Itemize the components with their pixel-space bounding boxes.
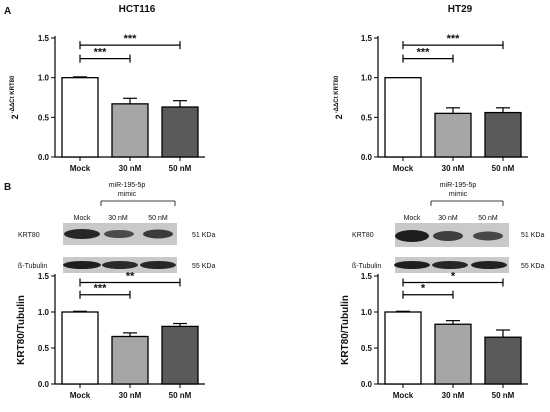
- x-tick-label: 30 nM: [119, 164, 142, 173]
- significance-label: ***: [94, 47, 108, 59]
- blot-size-51: 51 KDa: [521, 232, 544, 239]
- y-tick-label: 1.5: [361, 272, 373, 281]
- bar-chart-1: HCT116 2-ΔΔCt KRT80 0.0 0.5 1.0 1.5 Mock 30 nM 5…: [10, 4, 205, 173]
- bar-30nm: [111, 335, 149, 385]
- significance-label: ***: [94, 283, 108, 295]
- bar-30nm: [111, 103, 149, 158]
- x-tick-label: 50 nM: [492, 391, 515, 400]
- blot-band: [63, 261, 101, 269]
- blot-lane-mock: Mock: [74, 215, 91, 222]
- bar-30nm: [434, 112, 472, 158]
- blot-lane-30nm: 30 nM: [108, 215, 128, 222]
- x-tick-label: Mock: [393, 164, 414, 173]
- blot-band: [394, 261, 430, 269]
- bar-chart-4: KRT80/Tubulin 0.0 0.5 1.0 1.5 Mock 30 nM 50 nM *…: [340, 270, 528, 400]
- panel-label-b: B: [4, 182, 11, 193]
- y-axis-label-exponent: -ΔΔCt KRT80: [334, 75, 340, 113]
- x-tick-label: Mock: [70, 391, 91, 400]
- significance-label: *: [421, 283, 426, 295]
- significance-label: **: [126, 270, 135, 282]
- y-tick-label: 0.5: [38, 344, 50, 353]
- y-axis-label: 2-ΔΔCt KRT80: [10, 75, 20, 119]
- x-tick-label: 50 nM: [492, 164, 515, 173]
- bar-chart-2: HT29 2-ΔΔCt KRT80 0.0 0.5 1.0 1.5 Mock 30 nM 50 …: [334, 4, 528, 173]
- blot-row-krt80: KRT80: [352, 232, 374, 239]
- y-axis-label-base: 2: [10, 114, 20, 119]
- chart-title: HT29: [448, 4, 473, 15]
- y-tick-label: 0.0: [361, 153, 373, 162]
- y-axis-label: KRT80/Tubulin: [16, 295, 27, 365]
- x-tick-label: 30 nM: [442, 391, 465, 400]
- blot-row-krt80: KRT80: [18, 232, 40, 239]
- significance-label: *: [451, 270, 456, 282]
- y-tick-label: 1.0: [38, 74, 50, 83]
- blot-size-51: 51 KDa: [192, 232, 215, 239]
- blot-band: [395, 230, 429, 242]
- significance-label: ***: [447, 33, 461, 45]
- y-tick-label: 0.5: [38, 113, 50, 122]
- y-axis-label: KRT80/Tubulin: [340, 295, 351, 365]
- significance-label: ***: [124, 33, 138, 45]
- y-tick-label: 1.0: [361, 74, 373, 83]
- x-tick-label: Mock: [70, 164, 91, 173]
- x-tick-label: 30 nM: [442, 164, 465, 173]
- blot-row-tubulin: ß-Tubulin: [18, 263, 47, 270]
- y-tick-label: 0.0: [361, 380, 373, 389]
- significance-label: ***: [417, 47, 431, 59]
- blot-band: [102, 261, 138, 269]
- western-blot-right: miR-195-5p mimic Mock 30 nM 50 nM KRT80 …: [352, 182, 544, 273]
- blot-size-55: 55 KDa: [521, 263, 544, 270]
- bar-50nm: [161, 106, 199, 158]
- y-tick-label: 0.0: [38, 153, 50, 162]
- blot-band: [473, 231, 503, 241]
- panel-label-a: A: [4, 6, 11, 17]
- y-tick-label: 1.0: [361, 308, 373, 317]
- y-tick-label: 0.5: [361, 344, 373, 353]
- chart-title: HCT116: [119, 4, 156, 15]
- x-tick-label: 50 nM: [169, 391, 192, 400]
- bar-mock: [61, 311, 99, 385]
- blot-band: [140, 261, 176, 269]
- blot-band: [432, 261, 468, 269]
- bar-mock: [384, 311, 422, 385]
- x-tick-label: Mock: [393, 391, 414, 400]
- blot-lane-mock: Mock: [404, 215, 421, 222]
- bar-30nm: [434, 323, 472, 385]
- bar-50nm: [484, 111, 522, 158]
- blot-lane-30nm: 30 nM: [438, 215, 458, 222]
- blot-band: [433, 231, 463, 241]
- blot-band: [104, 230, 134, 238]
- blot-band: [64, 229, 100, 239]
- blot-band: [471, 261, 507, 269]
- bar-50nm: [161, 325, 199, 385]
- y-axis-label: 2-ΔΔCt KRT80: [334, 75, 344, 119]
- blot-mimic-label: mimic: [449, 191, 468, 198]
- y-tick-label: 1.5: [361, 34, 373, 43]
- bar-chart-3: KRT80/Tubulin 0.0 0.5 1.0 1.5 Mock 30 nM 50 nM *…: [16, 270, 205, 400]
- y-axis-label-base: 2: [334, 114, 344, 119]
- y-tick-label: 1.0: [38, 308, 50, 317]
- western-blot-left: miR-195-5p mimic Mock 30 nM 50 nM KRT80 …: [18, 182, 215, 273]
- y-tick-label: 1.5: [38, 34, 50, 43]
- blot-lane-50nm: 50 nM: [148, 215, 168, 222]
- bar-mock: [61, 77, 99, 158]
- y-tick-label: 1.5: [38, 272, 50, 281]
- bar-mock: [384, 77, 422, 158]
- blot-mimic-label: mimic: [118, 191, 137, 198]
- x-tick-label: 50 nM: [169, 164, 192, 173]
- blot-mir-label: miR-195-5p: [440, 182, 477, 189]
- y-tick-label: 0.5: [361, 113, 373, 122]
- y-axis-label-exponent: -ΔΔCt KRT80: [10, 75, 16, 113]
- y-tick-label: 0.0: [38, 380, 50, 389]
- blot-lane-50nm: 50 nM: [478, 215, 498, 222]
- blot-band: [143, 229, 173, 239]
- blot-row-tubulin: ß-Tubulin: [352, 263, 381, 270]
- bar-50nm: [484, 336, 522, 385]
- blot-mir-label: miR-195-5p: [109, 182, 146, 189]
- x-tick-label: 30 nM: [119, 391, 142, 400]
- blot-size-55: 55 KDa: [192, 263, 215, 270]
